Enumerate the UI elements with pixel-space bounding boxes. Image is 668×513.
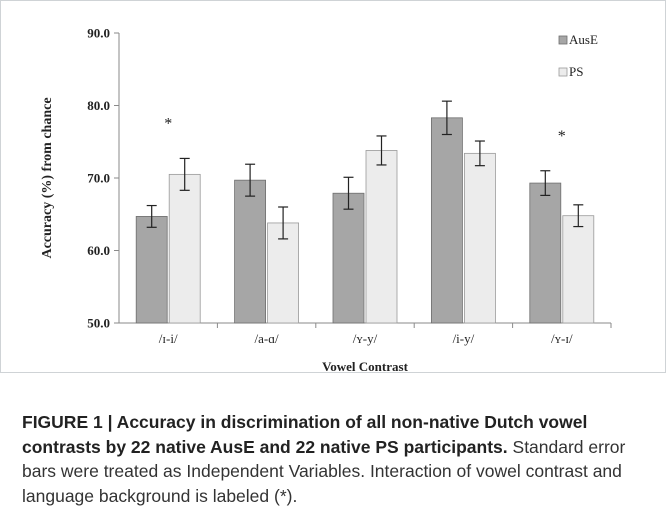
bar-chart: 50.0 60.0 70.0 80.0 90.0 Accuracy (%) from ch… xyxy=(40,26,612,374)
figure-panel: 50.0 60.0 70.0 80.0 90.0 Accuracy (%) from ch… xyxy=(0,0,666,374)
x-tick-label: /ʏ-ɪ/ xyxy=(551,331,573,346)
y-tick-label: 60.0 xyxy=(87,243,110,258)
y-axis-title: Accuracy (%) from chance xyxy=(40,97,55,258)
bar-ause xyxy=(135,216,168,324)
bar-ause xyxy=(430,117,463,324)
bar-ause xyxy=(332,192,365,324)
legend-label-ause: AusE xyxy=(569,32,598,47)
x-tick-label: /a-ɑ/ xyxy=(255,331,280,346)
legend-swatch-ps xyxy=(558,67,568,77)
bar-ps xyxy=(463,152,496,324)
caption-label: FIGURE 1 | Accuracy in discrimination of… xyxy=(22,412,588,457)
figure-caption: FIGURE 1 | Accuracy in discrimination of… xyxy=(22,410,650,508)
y-tick-label: 70.0 xyxy=(87,171,110,186)
legend-swatch-ause xyxy=(558,35,568,45)
x-tick-label: /i-y/ xyxy=(453,331,475,346)
bar-ause xyxy=(234,179,267,324)
bar-ps xyxy=(168,173,201,324)
x-tick-label: /ʏ-y/ xyxy=(353,331,378,346)
y-tick-label: 90.0 xyxy=(87,26,110,41)
significance-marker: * xyxy=(558,128,566,145)
y-tick-label: 50.0 xyxy=(87,316,110,331)
significance-marker: * xyxy=(164,115,172,132)
bar-ps xyxy=(365,150,398,324)
caption-text: Standard error bars were treated as Inde… xyxy=(22,436,626,506)
x-tick-label: /ɪ-i/ xyxy=(159,331,178,346)
bar-ause xyxy=(529,182,562,324)
x-axis-title: Vowel Contrast xyxy=(322,359,408,374)
bar-ps xyxy=(562,215,595,324)
legend-label-ps: PS xyxy=(569,64,583,79)
y-tick-label: 80.0 xyxy=(87,98,110,113)
